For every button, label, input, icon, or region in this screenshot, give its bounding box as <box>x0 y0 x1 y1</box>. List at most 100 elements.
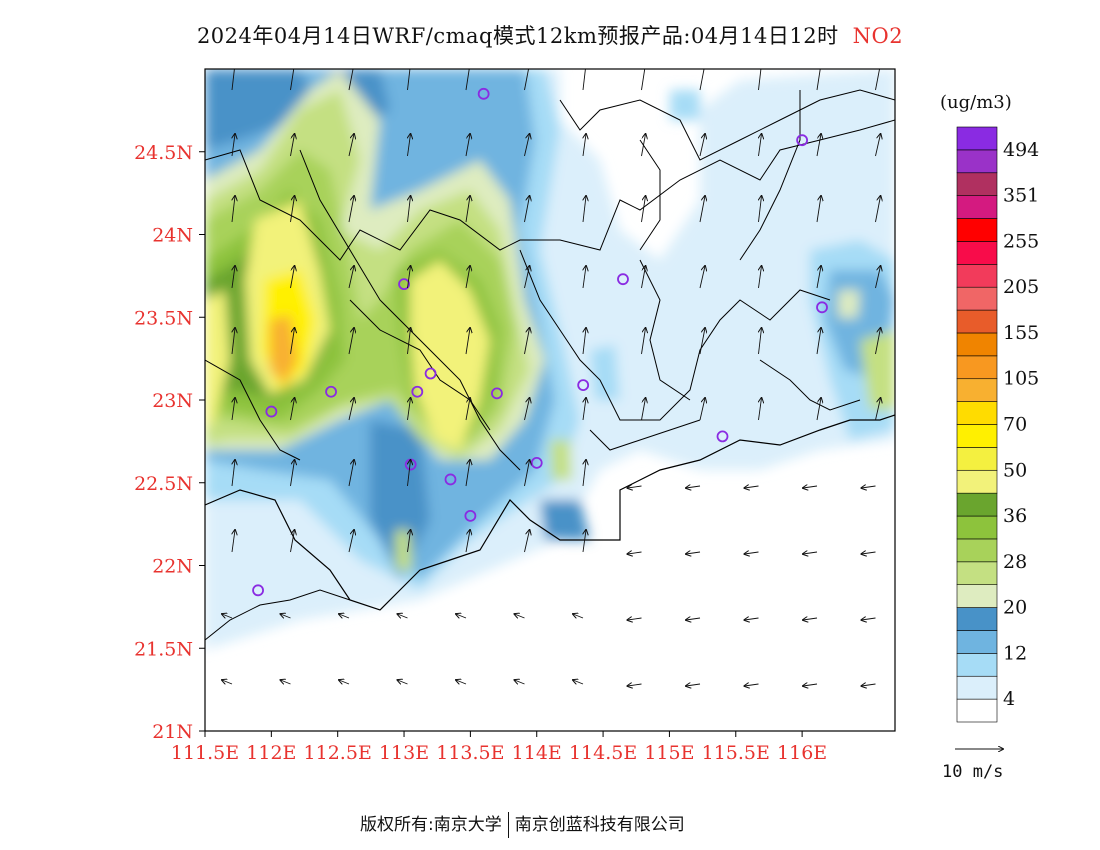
y-tick-label: 21.5N <box>134 638 193 660</box>
colorbar-label: 155 <box>1003 322 1039 344</box>
colorbar-swatch <box>956 355 998 380</box>
wind-arrow <box>408 460 411 487</box>
wind-arrow <box>408 328 411 355</box>
x-tick-label: 112E <box>246 742 296 764</box>
colorbar-swatch <box>956 538 998 563</box>
wind-arrow <box>290 134 295 157</box>
wind-arrow <box>875 196 881 223</box>
station-marker <box>477 87 490 100</box>
wind-arrow <box>465 134 470 157</box>
wind-arrow <box>875 134 881 157</box>
station-marker <box>491 387 503 400</box>
wind-arrow <box>803 552 818 554</box>
wind-arrow <box>465 328 470 355</box>
wind-arrow <box>628 618 642 620</box>
wind-arrow <box>583 530 586 553</box>
copyright-company: 南京创蓝科技有限公司 <box>514 815 685 835</box>
colorbar-swatch <box>956 584 998 608</box>
copyright-footer: 版权所有:南京大学 南京创蓝科技有限公司 <box>360 810 685 838</box>
wind-arrow <box>408 530 411 553</box>
colorbar-label: 351 <box>1003 185 1039 207</box>
wind-arrow <box>290 460 295 487</box>
wind-arrow <box>745 618 759 620</box>
wind-arrow <box>524 398 530 421</box>
x-tick-label: 111.5E <box>171 742 239 764</box>
wind-arrow <box>465 398 470 421</box>
wind-arrow <box>862 618 876 620</box>
wind-arrow <box>686 486 701 488</box>
wind-arrow <box>232 69 235 91</box>
wind-arrow <box>759 69 762 91</box>
wind-arrow <box>232 398 235 421</box>
wind-arrow <box>339 680 350 684</box>
wind-arrow <box>816 398 821 421</box>
colorbar-label: 50 <box>1003 459 1027 481</box>
wind-arrow <box>524 328 530 355</box>
wind-arrow <box>348 530 354 553</box>
station-marker <box>716 430 729 443</box>
wind-arrow <box>686 618 701 620</box>
wind-arrow <box>290 196 295 223</box>
x-tick-label: 115E <box>644 742 694 764</box>
colorbar-labels: 4 12 20 28 36 50 70 105 155 205 255 351 494 <box>1003 139 1039 710</box>
colorbar-swatch <box>956 515 998 540</box>
wind-arrow <box>290 328 295 355</box>
wind-arrow <box>628 552 642 554</box>
colorbar-label: 20 <box>1003 597 1027 619</box>
x-tick-label: 113.5E <box>436 742 504 764</box>
colorbar-label: 105 <box>1003 368 1039 390</box>
wind-arrow <box>699 134 705 157</box>
footer-divider <box>507 812 509 838</box>
wind-arrow <box>290 398 295 421</box>
wind-arrow <box>465 196 470 223</box>
station-marker <box>325 385 337 398</box>
colorbar-swatch <box>956 195 998 219</box>
colorbar-label: 255 <box>1003 230 1039 252</box>
x-tick-label: 114E <box>512 742 562 764</box>
concentration-field <box>205 69 895 731</box>
station-marker <box>577 379 590 392</box>
colorbar-swatch <box>956 241 998 265</box>
wind-arrow <box>641 134 646 157</box>
wind-arrow <box>456 680 467 684</box>
colorbar-swatch <box>956 264 998 288</box>
y-axis: 21N 21.5N 22N 22.5N 23N 23.5N 24N 24.5N <box>134 142 205 743</box>
wind-arrow <box>816 328 821 355</box>
wind-arrow <box>583 266 586 289</box>
colorbar-swatch <box>956 401 998 425</box>
colorbar-swatch <box>956 630 998 654</box>
wind-arrow <box>465 530 470 553</box>
wind-arrow <box>398 614 408 618</box>
x-axis: 111.5E 112E 112.5E 113E 113.5E 114E 114.5E 115E… <box>171 731 827 764</box>
wind-arrow <box>699 196 705 223</box>
colorbar-swatch <box>956 698 998 723</box>
wind-scale-label: 10 m/s <box>942 762 1003 782</box>
colorbar-swatch <box>956 424 998 448</box>
station-marker <box>424 367 437 380</box>
monitoring-stations <box>252 87 828 597</box>
colorbar-swatch <box>956 447 998 471</box>
colorbar-label: 494 <box>1003 139 1039 161</box>
wind-arrow <box>348 328 354 355</box>
wind-arrow <box>699 398 705 421</box>
colorbar-swatch <box>956 653 998 677</box>
wind-arrow <box>348 69 354 91</box>
wind-arrow <box>465 266 470 289</box>
colorbar-swatch <box>956 286 998 311</box>
colorbar-swatch <box>956 149 998 174</box>
station-marker <box>816 301 828 314</box>
wind-arrow <box>348 196 354 223</box>
wind-arrow <box>398 680 408 684</box>
colorbar-label: 205 <box>1003 276 1039 298</box>
wind-arrow <box>408 134 411 157</box>
wind-arrow <box>686 552 701 554</box>
wind-arrow <box>875 69 881 91</box>
wind-arrow <box>465 69 470 91</box>
station-marker <box>252 584 264 597</box>
colorbar-swatch <box>956 309 998 334</box>
colorbar-swatch <box>956 126 998 151</box>
colorbar-swatch <box>956 492 998 517</box>
wind-arrow <box>583 460 586 487</box>
wind-arrow <box>281 680 291 684</box>
